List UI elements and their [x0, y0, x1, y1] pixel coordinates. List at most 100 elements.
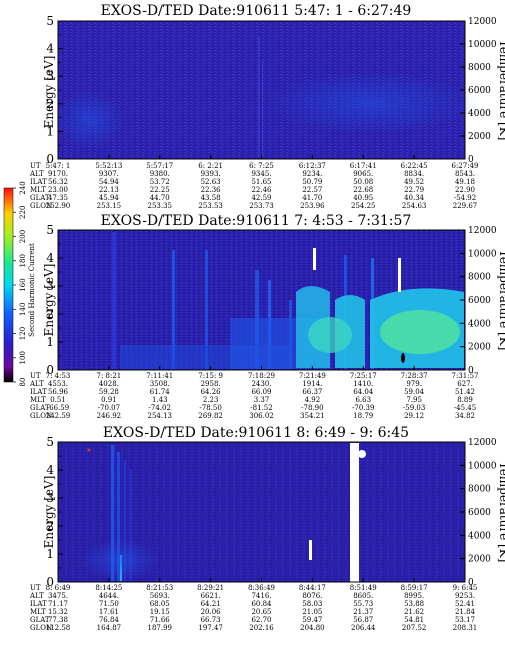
panel-1-orbit-table: UT 5:47: 1 5:52:13 5:57:17 6: 2:21 6: 7:25 6:1… — [29, 162, 479, 210]
table-cell: 9307. — [99, 170, 119, 178]
table-cell: 269.82 — [198, 412, 223, 420]
y-tick-label: 4 — [46, 251, 54, 265]
table-cell: 8:36:49 — [248, 584, 275, 592]
table-cell: 7: 4:53 — [46, 372, 71, 380]
table-cell: 7416. — [251, 592, 271, 600]
panel-3-enhancements — [80, 443, 366, 582]
table-cell: 9380. — [150, 170, 170, 178]
table-cell: 306.02 — [249, 412, 274, 420]
table-cell: 8834. — [404, 170, 424, 178]
panel-3: EXOS-D/TED Date:910611 8: 6:49 - 9: 6:45… — [29, 425, 505, 632]
table-cell: 164.87 — [97, 624, 122, 632]
table-cell: 206.44 — [351, 624, 376, 632]
table-row-label: UT — [30, 584, 41, 592]
table-cell: 7:18:29 — [248, 372, 275, 380]
panel-1-axes: 0 1 2 3 4 5 0 2000 4000 6000 8000 10000 12000 — [46, 14, 497, 166]
colorbar-tick-label: 80 — [19, 378, 27, 387]
table-cell: 8:21:53 — [146, 584, 173, 592]
table-cell: 62.70 — [251, 616, 271, 624]
table-cell: 22.25 — [150, 186, 170, 194]
table-cell: 254.13 — [148, 412, 173, 420]
table-row-label: ALT — [29, 380, 44, 388]
y-tick-label: 5 — [46, 14, 54, 28]
colorbar-tick-label: 160 — [19, 278, 27, 291]
table-cell: 76.84 — [99, 616, 120, 624]
table-cell: -70.39 — [352, 404, 374, 412]
table-cell: 41.70 — [302, 194, 322, 202]
table-cell: 8543. — [455, 170, 475, 178]
table-cell: 9345. — [251, 170, 271, 178]
table-row-label: GLAT — [30, 404, 50, 412]
table-row-label: ILAT — [30, 388, 47, 396]
panel-2-ylabel: Energy [eV] — [42, 264, 56, 337]
table-cell: 197.47 — [198, 624, 223, 632]
table-cell: 7:25:17 — [350, 372, 377, 380]
table-cell: 17.61 — [99, 608, 119, 616]
table-cell: 22.36 — [201, 186, 222, 194]
panel-3-title: EXOS-D/TED Date:910611 8: 6:49 - 9: 6:45 — [103, 425, 409, 441]
y-right-tick-label: 12000 — [468, 438, 497, 448]
panel-3-ylabel: Energy [eV] — [42, 476, 56, 549]
table-cell: 187.99 — [148, 624, 173, 632]
table-cell: 253.53 — [198, 202, 223, 210]
panel-1-enhancements — [55, 36, 480, 157]
table-cell: 66.37 — [302, 388, 322, 396]
table-cell: 21.37 — [353, 608, 373, 616]
panel-2-title: EXOS-D/TED Date:910611 7: 4:53 - 7:31:57 — [101, 213, 412, 229]
table-cell: 8:51:49 — [350, 584, 377, 592]
table-cell: 6.63 — [355, 396, 371, 404]
y-right-tick-label: 12000 — [468, 226, 497, 236]
panel-2-ylabel-right: Temperature [K] — [497, 250, 505, 351]
table-cell: 50.08 — [353, 178, 373, 186]
table-cell: 6: 7:25 — [249, 162, 274, 170]
table-row-label: ILAT — [30, 178, 47, 186]
panel-1-title: EXOS-D/TED Date:910611 5:47: 1 - 6:27:49 — [101, 3, 412, 19]
colorbar-tick-label: 200 — [19, 230, 27, 243]
table-cell: 71.50 — [99, 600, 119, 608]
y-right-tick-label: 0 — [468, 366, 474, 376]
table-cell: 202.16 — [249, 624, 274, 632]
y-right-tick-label: 10000 — [468, 249, 497, 259]
panel-3-orbit-table: UT 8: 6:49 8:14:25 8:21:53 8:29:21 8:36:49 8:4… — [29, 584, 477, 632]
table-cell: 253.15 — [97, 202, 122, 210]
panel-1: EXOS-D/TED Date:910611 5:47: 1 - 6:27:49… — [29, 3, 505, 210]
table-cell: 52.63 — [201, 178, 221, 186]
table-cell: 7:11:41 — [146, 372, 173, 380]
table-cell: 7:28:37 — [401, 372, 428, 380]
table-cell: 6:12:37 — [299, 162, 326, 170]
colorbar-ticks: 80 100 120 140 160 180 200 220 240 — [13, 181, 27, 386]
y-right-tick-label: 10000 — [468, 461, 497, 471]
table-cell: 52.41 — [455, 600, 475, 608]
table-cell: 354.21 — [300, 412, 325, 420]
table-cell: 56.96 — [48, 388, 69, 396]
y-right-tick-label: 8000 — [468, 63, 491, 73]
y-tick-label: 2 — [46, 307, 54, 321]
table-cell: -66.59 — [47, 404, 69, 412]
table-cell: 1410. — [353, 380, 373, 388]
table-cell: 3508. — [150, 380, 170, 388]
colorbar-tick-label: 120 — [19, 327, 27, 340]
table-cell: 6:22:45 — [401, 162, 428, 170]
table-cell: 9065. — [353, 170, 373, 178]
colorbar-tick-label: 220 — [19, 206, 27, 219]
table-cell: 53.88 — [404, 600, 424, 608]
table-cell: 20.65 — [251, 608, 271, 616]
table-cell: 22.57 — [302, 186, 322, 194]
panel-2: EXOS-D/TED Date:910611 7: 4:53 - 7:31:57 — [29, 213, 505, 420]
table-cell: 51.65 — [251, 178, 271, 186]
y-right-tick-label: 8000 — [468, 273, 491, 283]
table-cell: 0.91 — [101, 396, 117, 404]
table-cell: 34.82 — [455, 412, 475, 420]
table-cell: -45.45 — [454, 404, 476, 412]
table-cell: -78.50 — [199, 404, 221, 412]
table-row-label: GLON — [30, 412, 52, 420]
table-cell: 8:44:17 — [299, 584, 326, 592]
y-tick-label: 0 — [46, 363, 54, 377]
table-cell: 40.95 — [353, 194, 373, 202]
table-cell: 21.84 — [455, 608, 476, 616]
table-cell: 7: 8:21 — [96, 372, 121, 380]
table-cell: 2430. — [251, 380, 271, 388]
table-cell: 2958. — [201, 380, 221, 388]
y-tick-label: 0 — [46, 575, 54, 589]
table-cell: -74.02 — [149, 404, 171, 412]
